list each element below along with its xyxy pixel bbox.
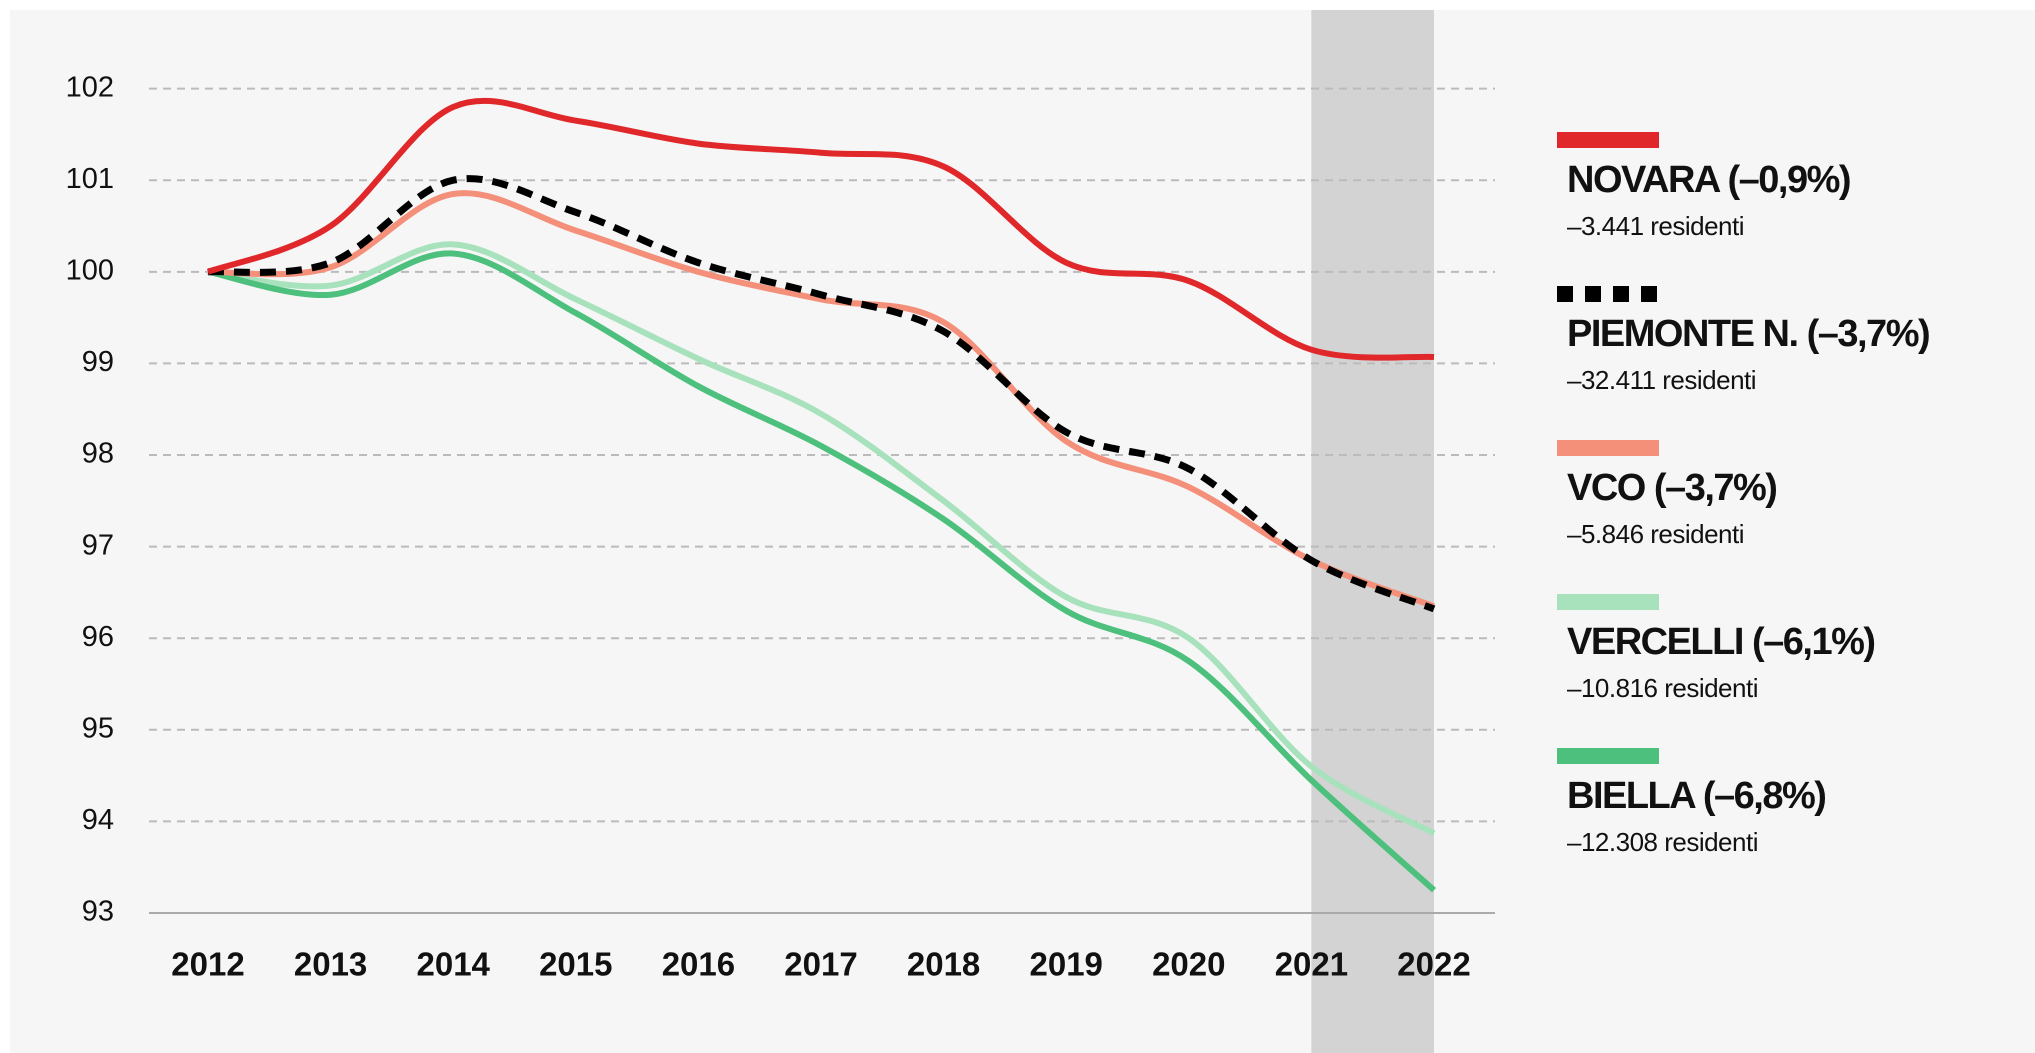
x-tick-label: 2021: [1275, 946, 1348, 983]
x-tick-label: 2015: [539, 946, 612, 983]
y-tick-label: 98: [82, 438, 114, 470]
background: [10, 10, 2035, 1053]
y-tick-label: 94: [82, 804, 114, 836]
series-line: [207, 241, 1436, 836]
y-tick-label: 96: [82, 621, 114, 653]
series-line: [206, 97, 1435, 361]
highlight-band: [1311, 10, 1434, 1053]
x-tick-label: 2017: [784, 946, 857, 983]
y-tick-label: 97: [82, 529, 114, 561]
legend-detail: –5.846 residenti: [1567, 519, 1744, 549]
legend-label: VCO (–3,7%): [1567, 467, 1776, 509]
x-tick-label: 2012: [171, 946, 244, 983]
x-tick-label: 2022: [1397, 946, 1470, 983]
y-tick-label: 101: [66, 163, 114, 195]
x-tick-label: 2016: [662, 946, 735, 983]
legend-detail: –12.308 residenti: [1567, 827, 1758, 857]
legend-label: NOVARA (–0,9%): [1567, 159, 1850, 201]
x-tick-label: 2019: [1029, 946, 1102, 983]
x-tick-label: 2020: [1152, 946, 1225, 983]
y-tick-label: 99: [82, 346, 114, 378]
series-line: [207, 250, 1437, 893]
legend-label: VERCELLI (–6,1%): [1567, 621, 1875, 663]
legend-detail: –32.411 residenti: [1567, 365, 1756, 395]
legend-detail: –10.816 residenti: [1567, 673, 1758, 703]
y-tick-label: 100: [66, 254, 114, 286]
series-line: [207, 190, 1436, 609]
legend-label: BIELLA (–6,8%): [1567, 775, 1825, 817]
legend-detail: –3.441 residenti: [1567, 211, 1744, 241]
y-tick-label: 95: [82, 712, 114, 744]
series-line: [207, 175, 1436, 613]
y-tick-label: 93: [82, 896, 114, 928]
x-tick-label: 2018: [907, 946, 980, 983]
y-tick-label: 102: [66, 71, 114, 103]
x-tick-label: 2013: [294, 946, 367, 983]
x-tick-label: 2014: [416, 946, 490, 983]
legend-label: PIEMONTE N. (–3,7%): [1567, 313, 1929, 355]
